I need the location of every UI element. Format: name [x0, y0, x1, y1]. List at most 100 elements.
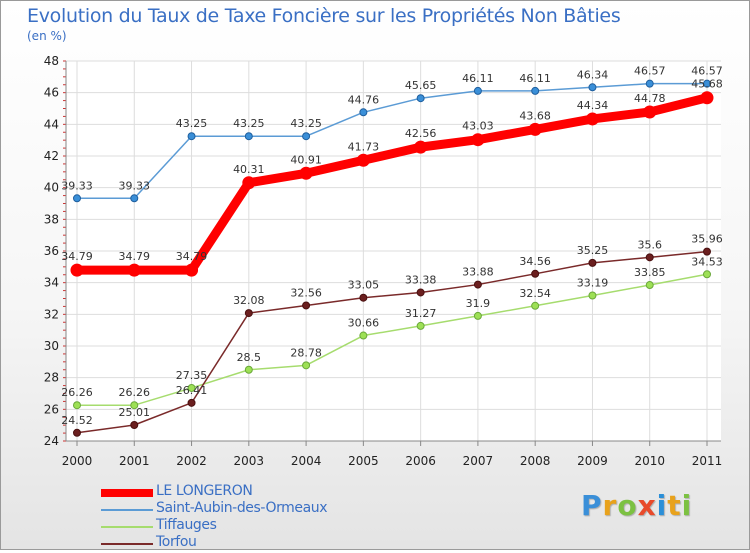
series-line-0	[77, 93, 709, 275]
data-label: 35.6	[637, 238, 662, 251]
data-label: 35.25	[577, 244, 609, 257]
x-tick-label: 2006	[405, 454, 436, 468]
data-point	[73, 194, 81, 203]
data-point	[187, 132, 196, 141]
data-label: 43.68	[519, 109, 551, 122]
x-tick-label: 2002	[176, 454, 207, 468]
data-point	[299, 166, 313, 180]
data-label: 25.01	[119, 406, 151, 419]
legend-swatch	[101, 543, 153, 545]
legend-label: Tiffauges	[156, 517, 217, 533]
data-point	[531, 269, 540, 278]
data-point	[416, 288, 425, 297]
data-point	[244, 309, 253, 318]
data-point	[473, 311, 482, 320]
data-label: 42.56	[405, 127, 437, 140]
data-point	[73, 428, 81, 437]
legend-swatch	[101, 489, 153, 497]
brand-letter: t	[667, 489, 682, 522]
data-label: 43.03	[462, 120, 494, 133]
data-label: 24.52	[61, 414, 93, 427]
data-label: 43.25	[290, 117, 322, 130]
chart-title: Evolution du Taux de Taxe Foncière sur l…	[27, 5, 621, 27]
data-label: 44.78	[634, 92, 666, 105]
data-point	[73, 401, 81, 410]
y-tick-label: 32	[44, 307, 59, 321]
data-point	[585, 112, 599, 126]
data-point	[130, 194, 139, 203]
data-point	[703, 270, 711, 279]
data-point	[185, 263, 199, 277]
data-point	[528, 122, 542, 136]
data-point	[471, 133, 485, 147]
data-point	[130, 401, 139, 410]
data-label: 34.79	[176, 250, 208, 263]
y-tick-label: 42	[44, 149, 59, 163]
data-point	[356, 153, 370, 167]
y-tick-label: 24	[44, 434, 59, 448]
legend-label: Torfou	[156, 534, 197, 550]
legend-swatch	[101, 526, 153, 528]
data-label: 27.35	[176, 369, 208, 382]
y-tick-label: 26	[44, 402, 59, 416]
series-line-1	[77, 82, 707, 200]
x-tick-label: 2007	[463, 454, 494, 468]
series-line-2	[77, 273, 708, 406]
data-point	[645, 79, 654, 88]
x-tick-label: 2004	[291, 454, 322, 468]
data-label: 26.41	[176, 384, 208, 397]
data-label: 44.76	[348, 93, 380, 106]
brand-letter: P	[581, 489, 603, 522]
y-tick-label: 46	[44, 86, 59, 100]
series-line-3	[76, 250, 708, 434]
data-label: 33.05	[348, 279, 380, 292]
y-tick-label: 44	[44, 117, 59, 131]
y-tick-label: 38	[44, 212, 59, 226]
brand-letter: r	[602, 489, 618, 522]
data-point	[473, 86, 482, 95]
data-label: 34.53	[691, 255, 723, 268]
data-label: 35.96	[691, 233, 723, 246]
data-label: 40.31	[233, 163, 265, 176]
data-label: 32.54	[519, 287, 551, 300]
brand-letter: o	[617, 489, 638, 522]
data-point	[700, 91, 714, 105]
data-point	[531, 301, 540, 310]
x-tick-label: 2001	[119, 454, 150, 468]
data-label: 31.27	[405, 307, 437, 320]
data-label: 46.57	[691, 65, 723, 78]
data-label: 33.85	[634, 266, 666, 279]
data-point	[645, 281, 654, 290]
data-label: 34.79	[61, 250, 93, 263]
x-tick-label: 2000	[62, 454, 93, 468]
data-point	[416, 94, 425, 103]
data-label: 41.73	[348, 140, 380, 153]
data-point	[70, 263, 84, 277]
data-point	[414, 140, 428, 154]
x-tick-label: 2008	[520, 454, 551, 468]
brand-logo: Proxiti	[581, 489, 692, 522]
x-tick-label: 2010	[634, 454, 665, 468]
x-tick-label: 2011	[692, 454, 723, 468]
data-point	[703, 79, 711, 88]
data-point	[244, 365, 253, 374]
data-label: 45.65	[405, 79, 437, 92]
unit-label: (en %)	[27, 29, 67, 43]
data-point	[302, 361, 311, 370]
data-point	[531, 86, 540, 95]
data-label: 44.34	[577, 99, 609, 112]
x-tick-label: 2005	[348, 454, 379, 468]
data-point	[645, 253, 654, 262]
data-point	[187, 383, 196, 392]
data-label: 46.57	[634, 65, 666, 78]
brand-letter: i	[681, 489, 693, 522]
y-tick-label: 34	[44, 276, 59, 290]
x-tick-label: 2009	[577, 454, 608, 468]
data-label: 32.08	[233, 294, 265, 307]
data-point	[703, 247, 711, 256]
data-point	[302, 132, 311, 141]
data-label: 46.34	[577, 68, 609, 81]
data-point	[130, 421, 139, 430]
